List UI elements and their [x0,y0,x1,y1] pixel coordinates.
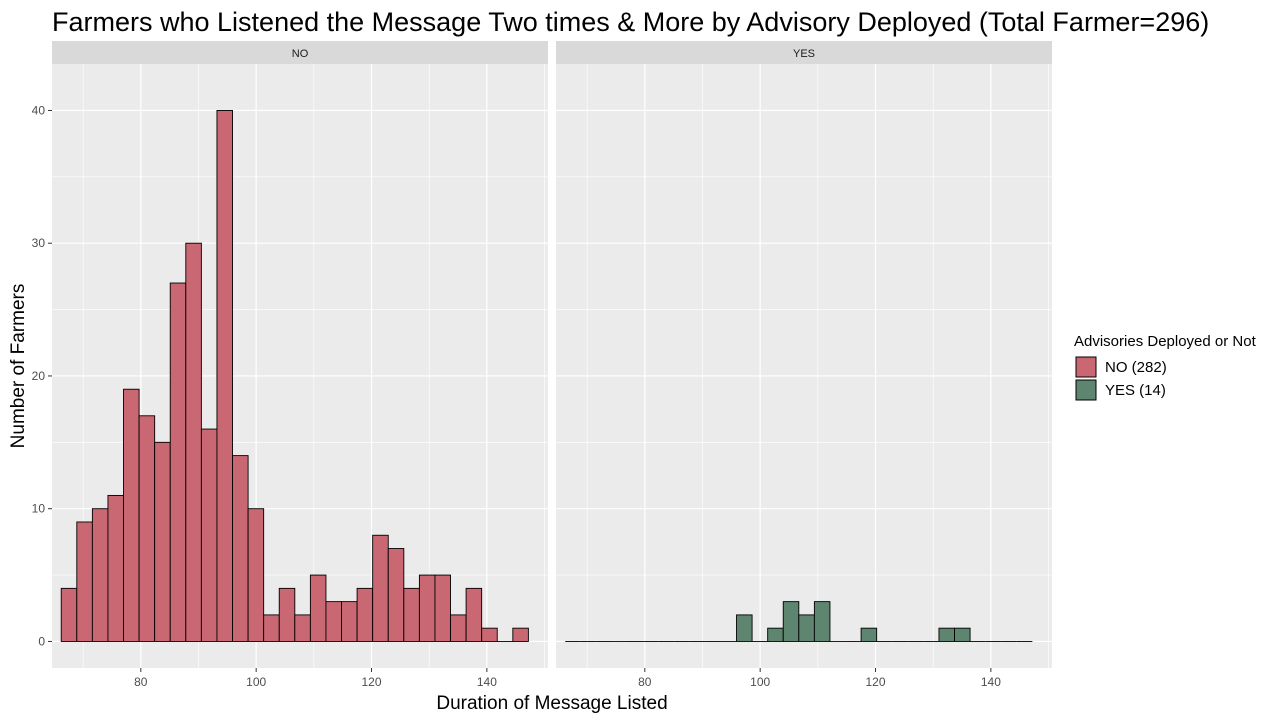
x-tick-label: 140 [477,675,497,689]
histogram-bar [782,601,800,642]
histogram-bar [418,574,436,642]
legend-label: YES (14) [1105,382,1166,399]
legend-swatch [1075,356,1097,378]
histogram-bar [481,627,498,642]
histogram-bar [372,534,389,642]
histogram-bar [309,574,327,642]
legend-label: NO (282) [1105,359,1167,376]
histogram-bar [450,614,467,642]
histogram-bar [185,242,202,642]
legend: Advisories Deployed or Not NO (282) YES (… [1074,333,1257,401]
histogram-bar [325,601,342,642]
x-tick-label: 120 [362,675,382,689]
histogram-bar [263,614,280,642]
histogram-bar [91,508,109,642]
y-tick-label: 0 [38,634,45,648]
histogram-bar [938,627,955,642]
chart-title: Farmers who Listened the Message Two tim… [52,7,1209,37]
histogram-bar [200,428,218,642]
y-tick-label: 30 [32,236,46,250]
histogram-bar [232,455,249,642]
legend-keys: NO (282) YES (14) [1075,356,1167,401]
histogram-bar [736,614,753,642]
histogram-bar [860,627,878,642]
histogram-bar [434,574,451,642]
histogram-bar [294,614,311,642]
histogram-bar [60,587,78,642]
facet-strip-label: YES [793,48,815,60]
histogram-bar [767,627,784,642]
histogram-bar [169,282,187,642]
facet-strip-label: NO [292,48,309,60]
histogram-bar [341,601,358,642]
histogram-bar [798,614,815,642]
facet-strip [52,41,548,64]
y-axis-title: Number of Farmers [8,284,29,449]
histogram-bar [138,415,156,642]
facet-strip [556,41,1052,64]
histogram-bar [107,494,124,642]
x-tick-label: 140 [981,675,1001,689]
histogram-bar [76,521,93,642]
x-tick-label: 120 [866,675,886,689]
legend-title: Advisories Deployed or Not [1074,333,1257,350]
facet-panels: NO 80 100 120 140 YES 80 100 120 140 [52,41,1052,689]
histogram-bar [387,548,405,642]
x-tick-label: 100 [750,675,770,689]
x-tick-label: 80 [134,675,148,689]
bars-no [60,110,529,642]
histogram-bar [154,441,171,642]
x-tick-label: 100 [246,675,266,689]
histogram-bar [123,388,140,642]
y-axis-ticks: 0 10 20 30 40 [32,103,52,648]
histogram-bar [512,627,529,642]
legend-swatch [1075,379,1097,401]
x-tick-label: 80 [638,675,652,689]
x-axis-title: Duration of Message Listed [436,693,667,714]
y-tick-label: 20 [32,369,46,383]
histogram-bar [813,601,831,642]
histogram-bar [278,587,296,642]
bars-yes [565,601,1033,642]
histogram-bar [356,587,374,642]
y-tick-label: 40 [32,103,46,117]
y-tick-label: 10 [32,502,46,516]
facet-panel-yes: YES 80 100 120 140 [556,41,1052,689]
histogram-bar [465,587,483,642]
histogram-bar [954,627,971,642]
histogram-bar [247,508,265,642]
histogram-bar [403,587,420,642]
histogram-bar [216,110,233,642]
panel-background [556,64,1052,668]
facet-panel-no: NO 80 100 120 140 [52,41,548,689]
